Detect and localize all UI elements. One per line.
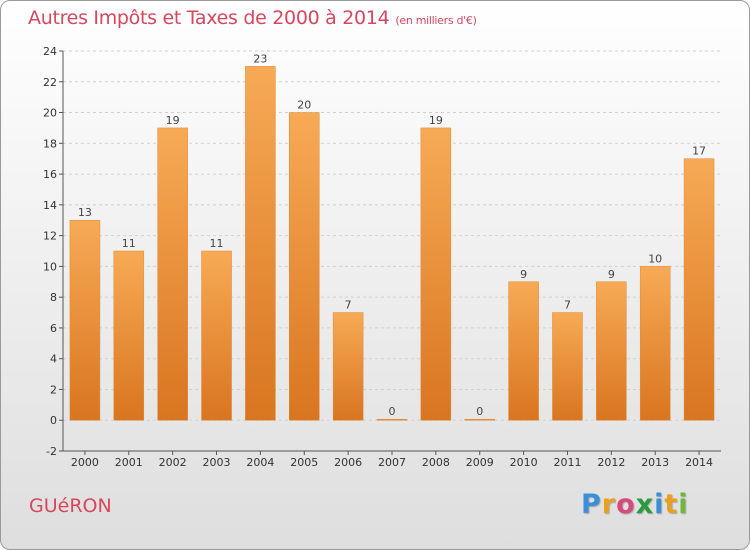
chart-title: Autres Impôts et Taxes de 2000 à 2014 (en… [28,7,477,29]
bars [69,66,715,421]
x-tick-label: 2011 [553,456,581,469]
logo-letter: x [635,489,655,520]
x-tick-label: 2000 [71,456,99,469]
bar [245,66,276,421]
bar [596,281,627,421]
commune-name: GUéRON [29,495,112,517]
bar [69,219,101,421]
x-tick-label: 2013 [641,456,669,469]
value-label: 17 [692,145,706,158]
value-label: 19 [429,114,443,127]
x-tick-label: 2001 [115,456,143,469]
chart-subtitle: (en milliers d'€) [395,14,477,27]
value-label: 11 [122,237,136,250]
x-tick-label: 2007 [378,456,406,469]
x-tick-label: 2006 [334,456,362,469]
y-tick-label: -2 [46,445,57,458]
bar [113,250,145,421]
x-tick-label: 2004 [246,456,274,469]
y-tick-label: 0 [50,414,57,427]
logo-letter: o [616,489,636,520]
x-tick-label: 2009 [466,456,494,469]
value-label: 13 [78,206,92,219]
value-label: 23 [253,52,267,65]
value-label: 19 [166,114,180,127]
y-tick-label: 22 [43,76,57,89]
bar [289,112,320,421]
y-tick-label: 6 [50,322,57,335]
bar [508,281,539,421]
y-tick-label: 8 [50,291,57,304]
bar [376,418,408,421]
y-tick-label: 24 [43,45,57,58]
bar [157,127,188,421]
value-labels: 13 11 19 11 23 20 7 0 19 0 9 7 9 10 17 [78,52,706,418]
bar [332,312,364,421]
y-tick-label: 14 [43,199,57,212]
x-tick-label: 2012 [597,456,625,469]
logo-letter: i [654,489,665,520]
logo-letter: t [664,489,679,520]
y-tick-label: 12 [43,230,57,243]
x-tick-labels: 2000 2001 2002 2003 2004 2005 2006 2007 2008 2009… [71,456,713,469]
value-label: 9 [520,268,527,281]
x-tick-label: 2008 [422,456,450,469]
bar [420,127,452,421]
y-tick-label: 4 [50,353,57,366]
value-label: 0 [476,405,483,418]
x-tick-label: 2005 [290,456,318,469]
y-tick-label: 10 [43,260,57,273]
value-label: 10 [648,252,662,265]
x-tick-label: 2014 [685,456,713,469]
logo-letter: P [581,489,602,520]
value-label: 20 [297,99,311,112]
bar [201,250,232,421]
y-tick-label: 18 [43,137,57,150]
value-label: 7 [345,299,352,312]
proxiti-logo: Proxiti [581,489,689,520]
y-tick-label: 20 [43,107,57,120]
value-label: 7 [564,299,571,312]
y-tick-label: 2 [50,383,57,396]
x-tick-label: 2003 [203,456,231,469]
value-label: 9 [608,268,615,281]
logo-letter: r [601,489,617,520]
logo-letter: i [678,489,689,520]
x-tick-label: 2010 [510,456,538,469]
bar [552,312,583,421]
bar [464,418,495,421]
value-label: 0 [389,405,396,418]
bar [683,158,715,421]
axes [59,50,721,455]
x-tick-label: 2002 [159,456,187,469]
chart-title-text: Autres Impôts et Taxes de 2000 à 2014 [28,7,390,29]
bar [639,266,671,421]
value-label: 11 [210,237,224,250]
y-tick-label: 16 [43,168,57,181]
